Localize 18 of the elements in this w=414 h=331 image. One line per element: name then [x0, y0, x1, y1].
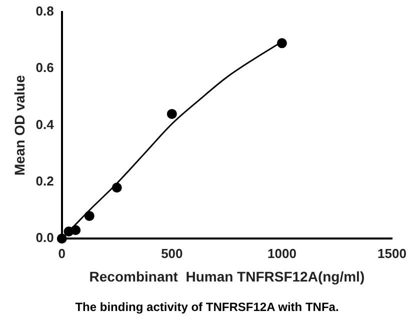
point [276, 38, 287, 48]
x-tick-label: 0 [58, 246, 66, 261]
y-tick-label: 0.2 [36, 174, 54, 189]
point [56, 234, 67, 244]
point [166, 108, 177, 119]
x-tick-label: 1500 [378, 246, 406, 261]
point [112, 182, 122, 193]
point [84, 210, 94, 221]
x-tick-label: 500 [161, 246, 183, 261]
y-tick-label: 0.4 [36, 116, 55, 132]
point [70, 225, 81, 236]
y-tick-label: 0.8 [36, 4, 54, 19]
y-axis-title: Mean OD value [11, 74, 28, 176]
y-tick-label: 0.0 [36, 230, 54, 246]
x-axis-title: Recombinant Human TNFRSF12A(ng/ml) [89, 268, 365, 284]
y-tick-label: 0.6 [36, 60, 54, 76]
text: The binding activity of TNFRSF12A with TNFa. [74, 300, 340, 314]
x-tick-label: 1000 [267, 246, 296, 261]
